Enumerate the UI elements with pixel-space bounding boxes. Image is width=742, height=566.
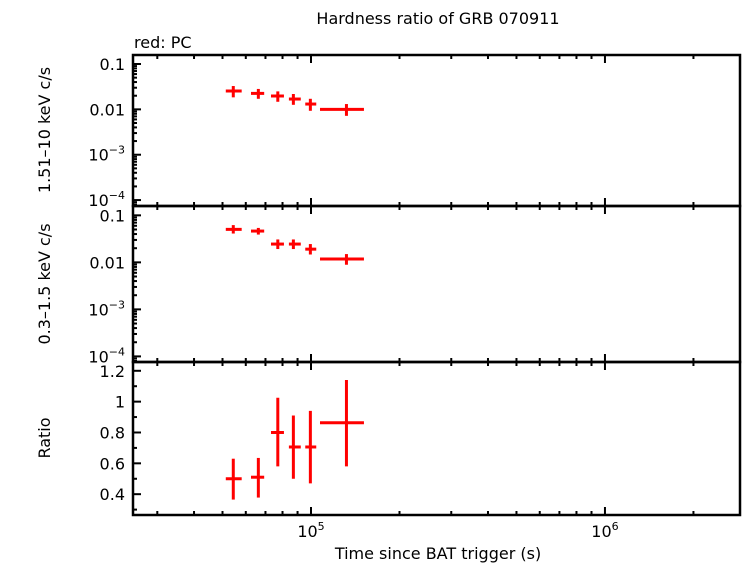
y-tick-label: 0.6 (100, 454, 125, 473)
y-tick-label: 1 (115, 393, 125, 412)
data-point-1-2 (271, 239, 284, 250)
data-point-1-4 (305, 244, 317, 255)
data-point-2-4 (305, 410, 317, 484)
y-tick-label: 0.01 (89, 253, 125, 272)
data-point-0-3 (288, 94, 301, 105)
y-tick-label: 0.4 (100, 485, 125, 504)
data-point-2-2 (271, 397, 284, 467)
data-point-1-1 (251, 227, 265, 235)
panel-frame-0 (131, 53, 742, 208)
y-tick-label: 10−4 (88, 345, 125, 366)
y-tick-label: 10−4 (88, 189, 125, 210)
y-tick-label: 0.01 (89, 100, 125, 119)
y-tick-label: 10−3 (88, 298, 125, 319)
data-point-0-4 (305, 98, 317, 111)
y-axis-label-hard: 1.51–10 keV c/s (35, 67, 54, 193)
data-point-0-1 (251, 88, 265, 99)
x-tick-label: 106 (591, 520, 618, 541)
panel-frame-2 (131, 360, 742, 517)
data-point-0-2 (271, 91, 284, 102)
data-point-1-0 (225, 225, 242, 234)
y-tick-label: 0.8 (100, 423, 125, 442)
y-tick-label: 0.1 (100, 55, 125, 74)
y-axis-label-ratio: Ratio (35, 417, 54, 458)
data-point-2-1 (251, 457, 265, 498)
data-point-2-0 (225, 458, 242, 500)
panel-frame-1 (131, 204, 742, 364)
chart-title: Hardness ratio of GRB 070911 (316, 9, 559, 28)
y-tick-label: 0.1 (100, 206, 125, 225)
annotation-red-pc: red: PC (134, 33, 192, 52)
data-point-0-5 (319, 104, 364, 116)
data-point-2-5 (319, 380, 364, 467)
y-tick-label: 10−3 (88, 144, 125, 165)
x-tick-label: 105 (297, 520, 324, 541)
y-axis-label-soft: 0.3–1.5 keV c/s (35, 223, 54, 344)
data-point-1-3 (288, 239, 301, 250)
x-axis-label: Time since BAT trigger (s) (334, 544, 541, 563)
data-point-1-5 (319, 254, 364, 265)
y-tick-label: 1.2 (100, 362, 125, 381)
data-point-2-3 (288, 415, 301, 479)
data-point-0-0 (225, 86, 242, 98)
